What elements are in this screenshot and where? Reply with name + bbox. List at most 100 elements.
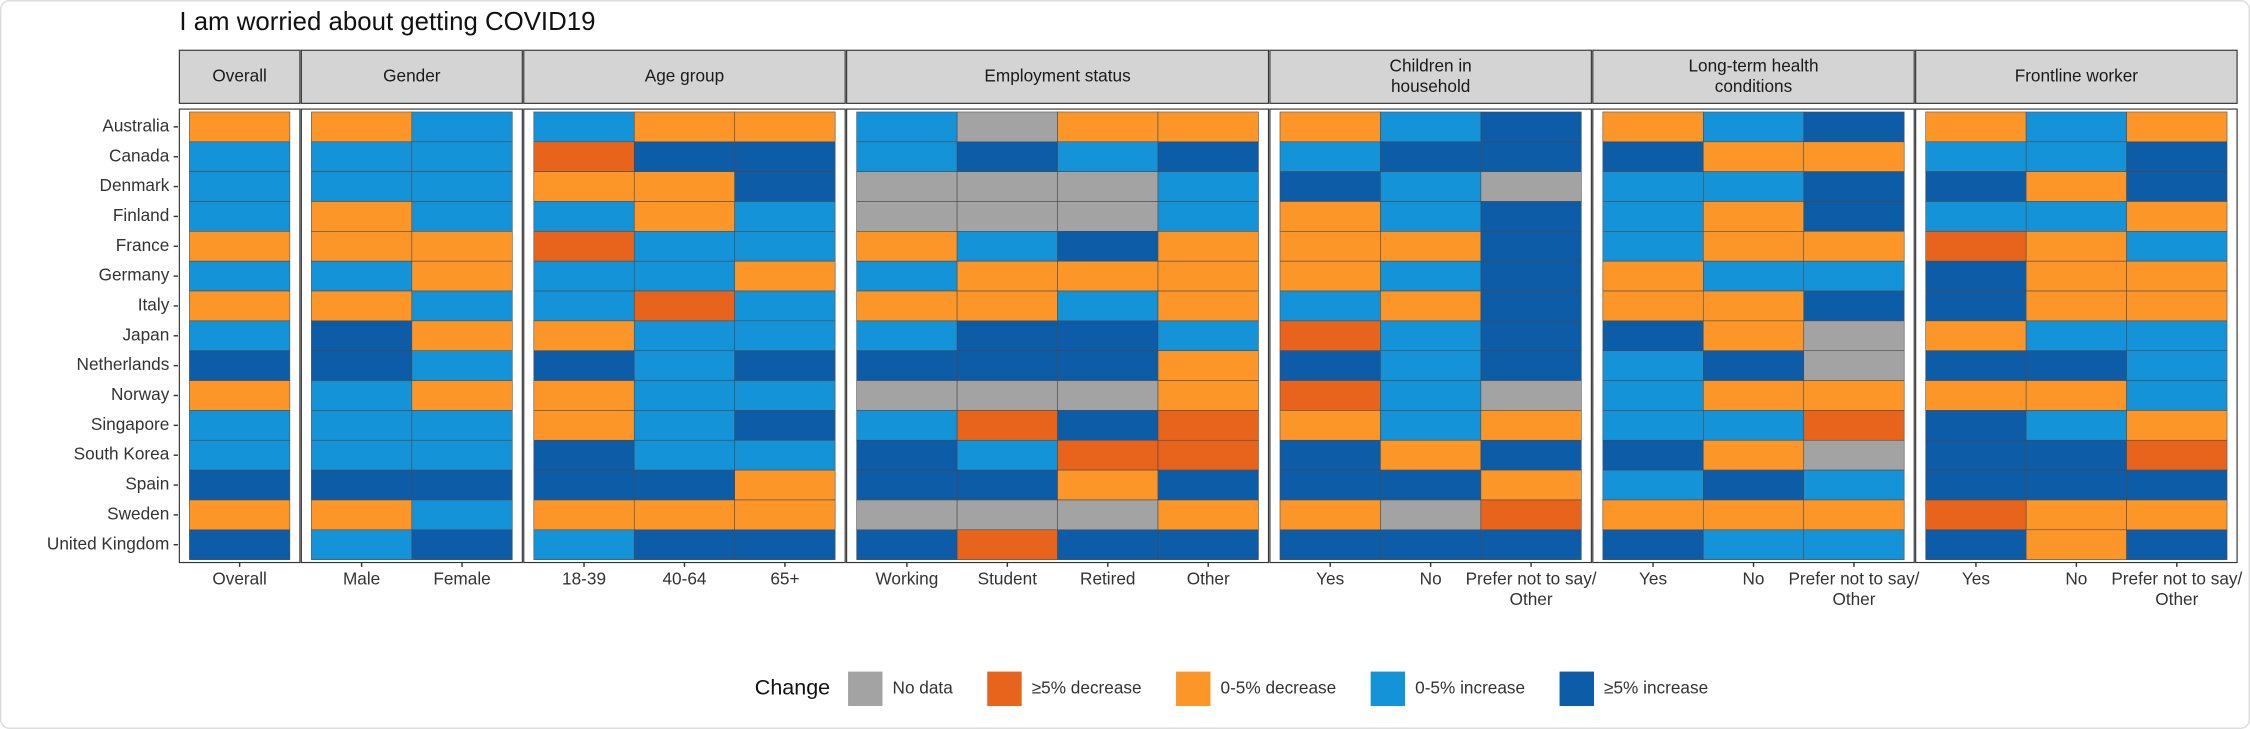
chart-title: I am worried about getting COVID19 xyxy=(179,8,595,36)
heatmap-cell xyxy=(856,290,958,322)
heatmap-cell xyxy=(411,439,513,471)
heatmap-cell xyxy=(1057,260,1159,292)
legend-swatch xyxy=(848,671,883,707)
heatmap-cell xyxy=(856,380,958,411)
heatmap-cell xyxy=(311,260,413,292)
heatmap-cell xyxy=(1925,141,2027,172)
column-label: Male xyxy=(343,568,380,588)
heatmap-cell xyxy=(1702,201,1805,232)
heatmap-cell xyxy=(1602,290,1704,322)
heatmap-cell xyxy=(1925,171,2027,202)
row-label: Spain xyxy=(125,474,169,494)
column-label: No xyxy=(1420,568,1442,588)
heatmap-cell xyxy=(2126,320,2228,352)
heatmap-cell xyxy=(311,290,413,322)
heatmap-cell xyxy=(856,260,958,292)
heatmap-cell xyxy=(1380,171,1482,202)
heatmap-cell xyxy=(411,320,513,352)
heatmap-cell xyxy=(734,201,836,232)
heatmap-cell xyxy=(1157,201,1259,232)
heatmap-cell xyxy=(1279,469,1381,501)
heatmap-cell xyxy=(311,529,413,560)
heatmap-cell xyxy=(633,231,735,262)
heatmap-cell xyxy=(2025,111,2127,143)
heatmap-cell xyxy=(1925,231,2027,262)
heatmap-cell xyxy=(1279,380,1381,411)
heatmap-cell xyxy=(1480,439,1582,471)
heatmap-cell xyxy=(1925,529,2027,560)
column-label: Prefer not to say/Other xyxy=(2111,568,2242,608)
heatmap-cell xyxy=(1279,171,1381,202)
heatmap-cell xyxy=(311,350,413,381)
heatmap-cell xyxy=(2025,201,2127,232)
heatmap-cell xyxy=(2126,141,2228,172)
heatmap-cell xyxy=(633,469,735,501)
column-label: Yes xyxy=(1316,568,1344,588)
heatmap-cell xyxy=(956,260,1058,292)
heatmap-cell xyxy=(1279,320,1381,352)
heatmap-cell xyxy=(856,439,958,471)
legend-swatch xyxy=(1559,671,1594,707)
heatmap-cell xyxy=(1057,290,1159,322)
heatmap-cell xyxy=(533,260,635,292)
heatmap-cell xyxy=(633,171,735,202)
heatmap-cell xyxy=(1157,499,1259,531)
heatmap-cell xyxy=(1925,410,2027,441)
heatmap-cell xyxy=(633,260,735,292)
heatmap-cell xyxy=(956,469,1058,501)
heatmap-cell xyxy=(1380,439,1482,471)
column-label: Yes xyxy=(1962,568,1990,588)
heatmap-cell xyxy=(1279,141,1381,172)
heatmap-cell xyxy=(1157,350,1259,381)
heatmap-cell xyxy=(533,141,635,172)
heatmap-cell xyxy=(1057,111,1159,143)
heatmap-cell xyxy=(956,141,1058,172)
heatmap-cell xyxy=(1380,231,1482,262)
heatmap-cell xyxy=(734,260,836,292)
heatmap-cell xyxy=(411,499,513,531)
heatmap-cell xyxy=(1702,469,1805,501)
heatmap-cell xyxy=(1157,469,1259,501)
heatmap-cell xyxy=(1057,439,1159,471)
strip-background xyxy=(178,49,301,104)
heatmap-cell xyxy=(411,410,513,441)
heatmap-cell xyxy=(533,201,635,232)
heatmap-cell xyxy=(2126,499,2228,531)
heatmap-cell xyxy=(734,499,836,531)
heatmap-cell xyxy=(1057,529,1159,560)
heatmap-cell xyxy=(189,290,291,322)
heatmap-cell xyxy=(1803,350,1905,381)
heatmap-cell xyxy=(1602,410,1704,441)
heatmap-cell xyxy=(411,290,513,322)
heatmap-cell xyxy=(1157,410,1259,441)
legend-swatch xyxy=(1370,671,1406,707)
heatmap-cell xyxy=(856,350,958,381)
heatmap-cell xyxy=(1157,141,1259,172)
heatmap-cell xyxy=(1157,529,1259,560)
heatmap-cell xyxy=(533,469,635,501)
heatmap-cell xyxy=(956,111,1058,143)
heatmap-cell xyxy=(189,231,291,262)
heatmap-cell xyxy=(2025,350,2127,381)
heatmap-cell xyxy=(1480,171,1582,202)
heatmap-cell xyxy=(1057,141,1159,172)
heatmap-cell xyxy=(1803,290,1905,322)
row-label: Singapore xyxy=(91,414,169,434)
heatmap-cell xyxy=(1057,499,1159,531)
heatmap-cell xyxy=(1380,469,1482,501)
heatmap-cell xyxy=(2025,290,2127,322)
heatmap-cell xyxy=(1157,111,1259,143)
heatmap-cell xyxy=(1157,290,1259,322)
heatmap-cell xyxy=(1380,201,1482,232)
heatmap-cell xyxy=(734,231,836,262)
heatmap-cell xyxy=(411,171,513,202)
heatmap-cell xyxy=(189,410,291,441)
heatmap-cell xyxy=(1702,171,1805,202)
heatmap-cell xyxy=(633,439,735,471)
heatmap-cell xyxy=(1480,410,1582,441)
heatmap-cell xyxy=(1602,231,1704,262)
heatmap-cell xyxy=(311,111,413,143)
heatmap-cell xyxy=(533,410,635,441)
heatmap-cell xyxy=(311,320,413,352)
heatmap-cell xyxy=(311,201,413,232)
